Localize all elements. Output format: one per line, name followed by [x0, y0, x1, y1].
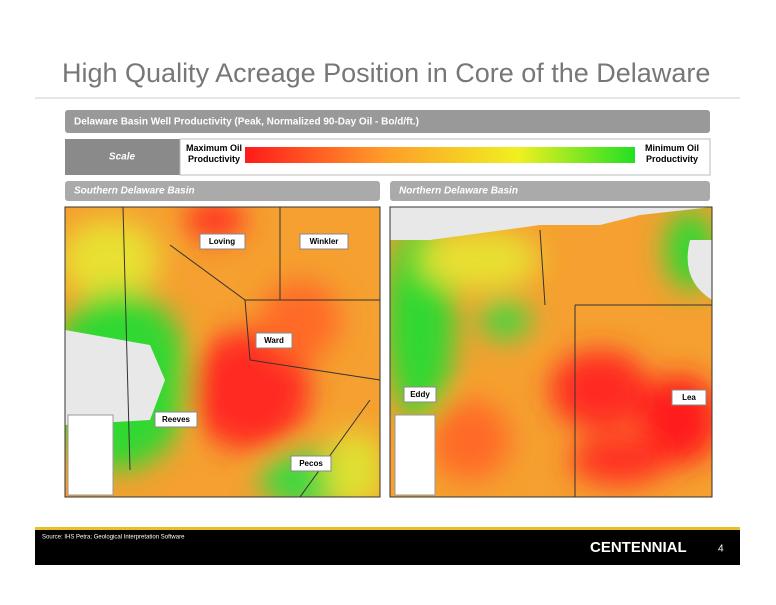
slide-title: High Quality Acreage Position in Core of… [62, 58, 710, 88]
north-map [390, 207, 712, 497]
source-text: Source: IHS Petra; Geological Interpreta… [42, 535, 185, 541]
section-bar [65, 110, 710, 133]
panel-header [390, 181, 710, 201]
county-label: Eddy [410, 390, 430, 399]
footer-bar [35, 530, 740, 565]
page-number: 4 [718, 544, 724, 555]
panel-header [65, 181, 380, 201]
min-label: Minimum Oil Productivity [645, 143, 699, 164]
label-box [290, 455, 332, 472]
map-frame [389, 206, 713, 498]
county-label: Pecos [299, 459, 323, 468]
label-box [671, 389, 707, 406]
scale-gradient [245, 147, 635, 163]
max-wrap: Maximum Oil Productivity [185, 143, 242, 164]
scale-label: Scale [109, 152, 136, 163]
panel-title: Northern Delaware Basin [399, 186, 518, 197]
county-label: Lea [682, 393, 696, 402]
max-label: Maximum Oil Productivity [185, 143, 242, 164]
label-box [299, 233, 349, 250]
map-frame [64, 206, 381, 498]
section-bar-text: Delaware Basin Well Productivity (Peak, … [74, 117, 419, 128]
footer-rule [35, 527, 740, 530]
scale-box [65, 139, 180, 175]
county-label: Ward [264, 336, 284, 345]
label-box [154, 411, 198, 428]
label-box [255, 332, 293, 349]
logo: CENTENNIAL [590, 539, 687, 556]
county-label: Reeves [162, 415, 191, 424]
panel-title: Southern Delaware Basin [74, 186, 195, 197]
min-wrap: Minimum Oil Productivity [645, 143, 699, 164]
county-label: Winkler [310, 237, 339, 246]
label-box [199, 233, 246, 250]
county-label: Loving [209, 237, 235, 246]
label-box [403, 386, 437, 403]
